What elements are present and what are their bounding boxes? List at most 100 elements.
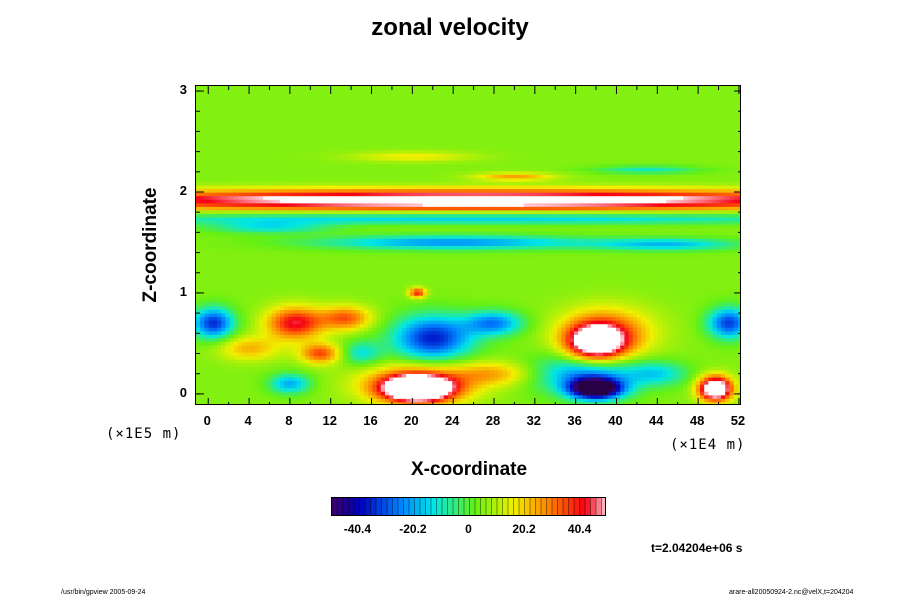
heatmap-cell — [620, 93, 625, 98]
heatmap-cell — [506, 135, 512, 140]
heatmap-cell — [548, 103, 554, 108]
heatmap-cell — [527, 196, 533, 201]
heatmap-cell — [317, 125, 323, 130]
heatmap-cell — [254, 192, 260, 197]
heatmap-cell — [238, 86, 243, 91]
heatmap-cell — [284, 107, 289, 112]
heatmap-cell — [372, 157, 378, 162]
heatmap-cell — [204, 182, 210, 187]
heatmap-cell — [469, 100, 474, 105]
heatmap-cell — [385, 142, 390, 148]
heatmap-cell — [561, 146, 567, 151]
heatmap-cell — [233, 160, 239, 165]
heatmap-cell — [456, 121, 462, 126]
heatmap-cell — [338, 164, 344, 169]
heatmap-cell — [242, 150, 247, 155]
heatmap-cell — [242, 160, 247, 165]
heatmap-cell — [406, 157, 411, 162]
heatmap-cell — [397, 103, 403, 108]
heatmap-cell — [418, 110, 424, 116]
heatmap-cell — [532, 110, 537, 116]
heatmap-cell — [586, 182, 592, 187]
heatmap-cell — [238, 150, 243, 155]
heatmap-cell — [217, 118, 222, 123]
heatmap-cell — [523, 96, 529, 101]
heatmap-cell — [624, 89, 630, 94]
heatmap-cell — [494, 217, 499, 222]
heatmap-cell — [599, 167, 604, 172]
heatmap-cell — [435, 128, 441, 133]
heatmap-cell — [704, 135, 709, 140]
heatmap-cell — [351, 206, 357, 212]
heatmap-cell — [574, 185, 579, 190]
heatmap-cell — [586, 171, 592, 176]
heatmap-cell — [729, 210, 735, 215]
heatmap-cell — [460, 96, 466, 101]
heatmap-cell — [515, 89, 520, 94]
heatmap-cell — [658, 128, 663, 133]
heatmap-cell — [422, 89, 428, 94]
heatmap-cell — [364, 150, 369, 155]
heatmap-cell — [637, 164, 642, 169]
heatmap-cell — [217, 107, 222, 112]
heatmap-cell — [254, 199, 260, 204]
heatmap-cell — [599, 125, 604, 130]
heatmap-cell — [288, 185, 294, 190]
heatmap-cell — [359, 125, 365, 130]
heatmap-cell — [280, 118, 285, 123]
heatmap-cell — [418, 182, 424, 187]
heatmap-cell — [254, 146, 260, 151]
heatmap-cell — [364, 153, 369, 158]
heatmap-cell — [296, 174, 302, 180]
heatmap-cell — [578, 146, 583, 151]
heatmap-cell — [380, 150, 386, 155]
heatmap-cell — [401, 167, 407, 172]
heatmap-cell — [729, 86, 735, 91]
heatmap-cell — [443, 192, 449, 197]
heatmap-cell — [700, 199, 705, 204]
heatmap-cell — [322, 185, 327, 190]
heatmap-cell — [687, 199, 693, 204]
heatmap-cell — [704, 192, 709, 197]
heatmap-cell — [679, 178, 684, 183]
heatmap-cell — [330, 160, 336, 165]
heatmap-cell — [338, 182, 344, 187]
heatmap-cell — [296, 150, 302, 155]
heatmap-cell — [666, 150, 672, 155]
heatmap-cell — [263, 199, 268, 204]
heatmap-cell — [502, 142, 508, 148]
heatmap-cell — [246, 164, 252, 169]
heatmap-cell — [649, 192, 655, 197]
heatmap-cell — [418, 171, 424, 176]
heatmap-cell — [620, 210, 625, 215]
heatmap-cell — [502, 182, 508, 187]
heatmap-cell — [427, 174, 432, 180]
heatmap-cell — [603, 100, 609, 105]
heatmap-cell — [574, 103, 579, 108]
heatmap-cell — [238, 210, 243, 215]
heatmap-cell — [590, 128, 596, 133]
heatmap-cell — [204, 139, 210, 144]
heatmap-cell — [737, 157, 740, 162]
heatmap-cell — [372, 192, 378, 197]
heatmap-cell — [238, 142, 243, 148]
heatmap-cell — [322, 203, 327, 208]
heatmap-cell — [225, 86, 231, 91]
heatmap-cell — [523, 157, 529, 162]
heatmap-cell — [275, 146, 281, 151]
heatmap-cell — [721, 178, 726, 183]
heatmap-cell — [250, 221, 256, 226]
heatmap-cell — [196, 107, 201, 112]
heatmap-cell — [208, 157, 214, 162]
heatmap-cell — [515, 86, 520, 91]
heatmap-cell — [737, 203, 740, 208]
heatmap-cell — [523, 132, 529, 137]
heatmap-cell — [380, 192, 386, 197]
heatmap-cell — [296, 182, 302, 187]
heatmap-cell — [263, 157, 268, 162]
heatmap-cell — [628, 192, 634, 197]
heatmap-cell — [679, 128, 684, 133]
heatmap-cell — [670, 210, 676, 215]
heatmap-cell — [380, 96, 386, 101]
heatmap-cell — [460, 93, 466, 98]
